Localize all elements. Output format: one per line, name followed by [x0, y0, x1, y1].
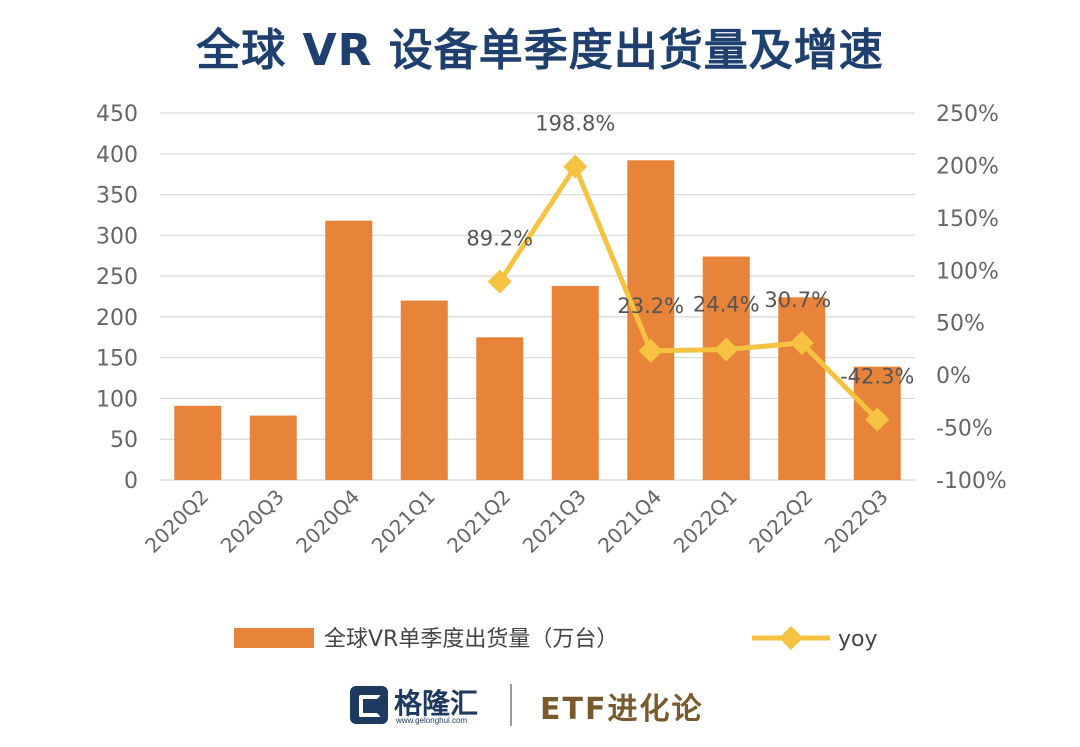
x-tick-label: 2021Q4 — [593, 485, 666, 558]
right-tick-label: 50% — [936, 312, 985, 337]
x-tick-label: 2020Q2 — [140, 485, 213, 558]
yoy-point — [714, 337, 739, 362]
legend-bar-swatch — [234, 628, 314, 648]
x-tick-label: 2021Q1 — [367, 485, 440, 558]
x-tick-label: 2022Q2 — [744, 485, 817, 558]
yoy-point — [487, 269, 512, 294]
legend-line-label: yoy — [838, 627, 878, 652]
data-labels: 89.2% 198.8% 23.2% 24.4% 30.7% -42.3% — [466, 112, 914, 389]
bar — [778, 297, 826, 480]
right-axis: -100% -50% 0% 50% 100% 150% 200% 250% — [936, 102, 1007, 494]
bar — [249, 415, 297, 480]
right-tick-label: -50% — [936, 417, 993, 442]
right-tick-label: 100% — [936, 259, 999, 284]
x-tick-label: 2020Q4 — [291, 485, 364, 558]
bar — [325, 220, 373, 481]
legend-diamond-icon — [779, 626, 803, 650]
yoy-point — [638, 338, 663, 363]
left-tick-label: 250 — [96, 265, 138, 290]
yoy-point — [865, 407, 890, 432]
footer: 格隆汇 www.gelonghui.com ETF进化论 — [0, 672, 1080, 732]
x-tick-label: 2021Q2 — [442, 485, 515, 558]
chart-canvas: 0 50 100 150 200 250 300 350 400 450 -100% -50% 0% 5… — [96, 102, 1007, 652]
yoy-data-label: 23.2% — [617, 294, 684, 318]
x-tick-label: 2020Q3 — [216, 485, 289, 558]
left-tick-label: 150 — [96, 347, 138, 372]
yoy-line — [497, 164, 880, 422]
grid-lines — [160, 112, 915, 481]
left-tick-label: 300 — [96, 224, 138, 249]
gelonghui-logo-icon — [350, 686, 388, 724]
right-tick-label: 150% — [936, 207, 999, 232]
left-tick-label: 50 — [110, 428, 138, 453]
x-tick-label: 2021Q3 — [518, 485, 591, 558]
brand-url: www.gelonghui.com — [396, 716, 468, 725]
yoy-data-label: -42.3% — [840, 364, 914, 388]
right-tick-label: 0% — [936, 364, 971, 389]
bar — [476, 337, 524, 480]
yoy-point — [563, 154, 588, 179]
yoy-data-label: 198.8% — [535, 112, 615, 136]
right-tick-label: -100% — [936, 469, 1007, 494]
left-tick-label: 0 — [124, 469, 138, 494]
brand-name: 格隆汇 — [394, 687, 479, 720]
yoy-point — [789, 330, 814, 355]
left-tick-label: 350 — [96, 184, 138, 209]
bar — [627, 160, 675, 480]
legend: 全球VR单季度出货量（万台） yoy — [234, 626, 878, 652]
left-tick-label: 100 — [96, 387, 138, 412]
chart-title: 全球 VR 设备单季度出货量及增速 — [196, 25, 884, 76]
bar — [702, 256, 750, 480]
yoy-line-series — [487, 154, 890, 432]
right-tick-label: 200% — [936, 154, 999, 179]
legend-bar-label: 全球VR单季度出货量（万台） — [324, 627, 618, 652]
bar — [551, 285, 599, 480]
bar — [174, 405, 222, 480]
bar — [400, 300, 448, 480]
yoy-data-label: 24.4% — [693, 293, 760, 317]
x-tick-label: 2022Q1 — [669, 485, 742, 558]
left-tick-label: 200 — [96, 306, 138, 331]
left-tick-label: 400 — [96, 143, 138, 168]
footer-divider — [510, 684, 512, 726]
bar-series — [174, 160, 901, 481]
footer-tagline: ETF进化论 — [540, 692, 704, 727]
yoy-data-label: 89.2% — [466, 227, 533, 251]
x-axis: 2020Q2 2020Q3 2020Q4 2021Q1 2021Q2 2021Q3 2021… — [140, 485, 893, 558]
right-tick-label: 250% — [936, 102, 999, 127]
left-axis: 0 50 100 150 200 250 300 350 400 450 — [96, 102, 138, 494]
x-tick-label: 2022Q3 — [820, 485, 893, 558]
left-tick-label: 450 — [96, 102, 138, 127]
yoy-data-label: 30.7% — [764, 288, 831, 312]
